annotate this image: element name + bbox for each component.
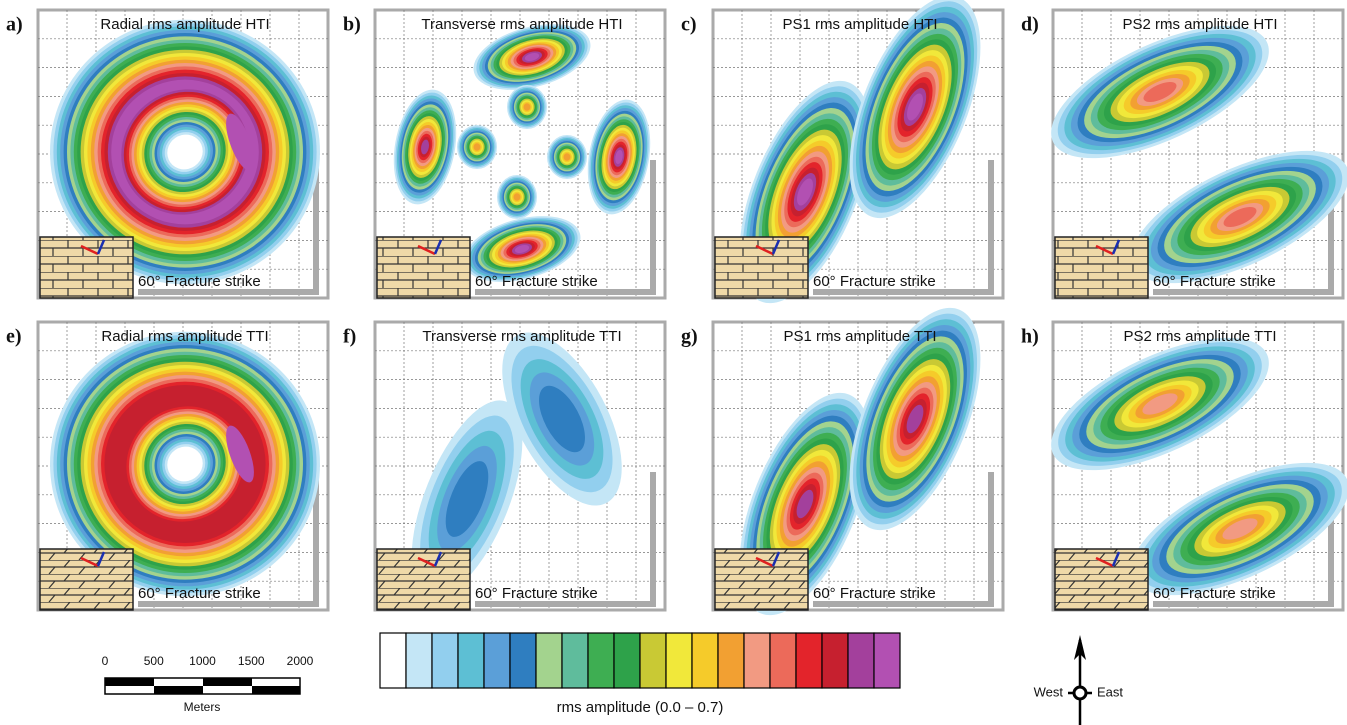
panel-letter: e) [6, 326, 22, 348]
colorbar-swatch [484, 633, 510, 688]
panel-letter: c) [681, 14, 697, 36]
colorbar-swatch [432, 633, 458, 688]
rock-inset [1055, 549, 1148, 610]
rock-inset [40, 549, 133, 610]
compass-west: West [1034, 684, 1064, 699]
colorbar-swatch [406, 633, 432, 688]
panel-caption: 60° Fracture strike [138, 273, 261, 290]
panel-title: PS2 rms amplitude TTI [1123, 328, 1276, 345]
colorbar-swatch [510, 633, 536, 688]
panel-title: PS1 rms amplitude HTI [782, 16, 937, 33]
map-panel: PS1 rms amplitude HTI c) 60° Fracture stri… [681, 0, 1007, 321]
panel-letter: g) [681, 326, 698, 348]
rock-inset [715, 237, 808, 298]
panel-title: Transverse rms amplitude HTI [421, 16, 622, 33]
panel-caption: 60° Fracture strike [475, 273, 598, 290]
rock-inset [377, 549, 470, 610]
colorbar-swatch [614, 633, 640, 688]
panels: Radial rms amplitude HTI a) 60° Fracture s… [6, 0, 1347, 633]
map-panel: Transverse rms amplitude HTI b) 60° Fractu… [343, 10, 665, 298]
scale-unit: Meters [184, 700, 221, 714]
map-panel: Radial rms amplitude TTI e) 60° Fracture s… [6, 322, 328, 610]
colorbar-swatch [458, 633, 484, 688]
panel-caption: 60° Fracture strike [138, 585, 261, 602]
panel-title: PS1 rms amplitude TTI [783, 328, 936, 345]
scale-bar [105, 678, 300, 694]
colorbar-swatch [588, 633, 614, 688]
panel-letter: b) [343, 14, 361, 36]
contour [564, 153, 571, 161]
scale-tick-label: 0 [102, 654, 109, 668]
rock-inset [40, 237, 133, 298]
panel-title: Transverse rms amplitude TTI [422, 328, 621, 345]
panel-caption: 60° Fracture strike [813, 273, 936, 290]
contour [524, 103, 531, 111]
colorbar-label: rms amplitude (0.0 – 0.7) [557, 699, 724, 716]
rock-inset [1055, 237, 1148, 298]
panel-letter: f) [343, 326, 356, 348]
rock-inset [715, 549, 808, 610]
colorbar-swatch [536, 633, 562, 688]
panel-letter: a) [6, 14, 23, 36]
scale-tick-label: 2000 [287, 654, 314, 668]
compass-east: East [1097, 684, 1123, 699]
contour [514, 193, 521, 201]
colorbar-swatch [562, 633, 588, 688]
map-panel: PS1 rms amplitude TTI g) 60° Fracture stri… [681, 290, 1007, 633]
colorbar [380, 633, 900, 688]
scale-tick-label: 1500 [238, 654, 265, 668]
scale-tick-label: 500 [144, 654, 164, 668]
colorbar-swatch [744, 633, 770, 688]
panel-letter: h) [1021, 326, 1039, 348]
compass [1068, 635, 1092, 725]
colorbar-swatch [874, 633, 900, 688]
colorbar-swatch [770, 633, 796, 688]
map-panel: Transverse rms amplitude TTI f) 60° Fractu… [343, 314, 665, 612]
figure: Radial rms amplitude HTI a) 60° Fracture s… [0, 0, 1347, 725]
colorbar-swatch [848, 633, 874, 688]
colorbar-swatch [380, 633, 406, 688]
contour [474, 143, 481, 151]
panel-title: Radial rms amplitude HTI [100, 16, 269, 33]
scale-tick-label: 1000 [189, 654, 216, 668]
panel-title: PS2 rms amplitude HTI [1122, 16, 1277, 33]
colorbar-swatch [796, 633, 822, 688]
panel-caption: 60° Fracture strike [813, 585, 936, 602]
colorbar-swatch [640, 633, 666, 688]
map-panel: PS2 rms amplitude HTI d) 60° Fracture stri… [1021, 0, 1347, 310]
map-panel: Radial rms amplitude HTI a) 60° Fracture s… [6, 10, 328, 298]
rock-inset [377, 237, 470, 298]
colorbar-swatch [718, 633, 744, 688]
map-panel: PS2 rms amplitude TTI h) 60° Fracture stri… [1021, 311, 1347, 623]
panel-caption: 60° Fracture strike [1153, 273, 1276, 290]
panel-caption: 60° Fracture strike [475, 585, 598, 602]
colorbar-swatch [822, 633, 848, 688]
panel-caption: 60° Fracture strike [1153, 585, 1276, 602]
colorbar-swatch [692, 633, 718, 688]
panel-title: Radial rms amplitude TTI [101, 328, 268, 345]
panel-letter: d) [1021, 14, 1039, 36]
colorbar-swatch [666, 633, 692, 688]
